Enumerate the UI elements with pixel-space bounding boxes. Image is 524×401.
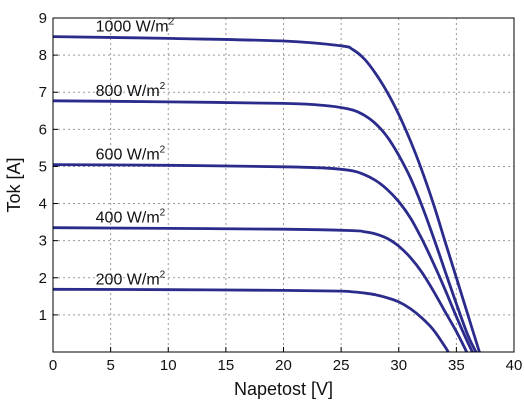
x-tick-label: 10 — [160, 357, 177, 374]
curve-label: 600 W/m2 — [96, 145, 166, 164]
curves — [52, 35, 481, 353]
y-tick-label: 6 — [39, 121, 47, 138]
x-tick-label: 0 — [49, 357, 57, 374]
y-tick-label: 8 — [39, 47, 47, 64]
curve-label: 1000 W/m2 — [96, 17, 175, 36]
x-tick-label: 5 — [106, 357, 114, 374]
iv-curve-series-4 — [52, 226, 468, 353]
x-tick-label: 20 — [275, 357, 292, 374]
iv-curve-series-5 — [52, 287, 450, 353]
y-tick-label: 3 — [39, 233, 47, 250]
x-tick-label: 25 — [333, 357, 350, 374]
x-tick-label: 40 — [506, 357, 523, 374]
curve-label: 400 W/m2 — [96, 208, 166, 227]
x-tick-label: 15 — [218, 357, 235, 374]
ticks: 0 5 10 15 20 25 30 35 40 1 2 3 4 5 6 7 8 9 — [39, 10, 523, 374]
y-tick-label: 9 — [39, 10, 47, 27]
x-axis-title: Napetost [V] — [234, 379, 333, 399]
grid — [53, 18, 514, 352]
iv-curve-series-3 — [52, 163, 474, 353]
x-tick-label: 30 — [390, 357, 407, 374]
curve-label: 200 W/m2 — [96, 269, 166, 288]
iv-curve-series-2 — [52, 99, 478, 353]
y-tick-label: 7 — [39, 84, 47, 101]
y-tick-label: 1 — [39, 307, 47, 324]
y-tick-label: 2 — [39, 270, 47, 287]
x-tick-label: 35 — [448, 357, 465, 374]
curve-label: 800 W/m2 — [96, 81, 166, 100]
iv-curve-series-1 — [52, 35, 481, 353]
y-axis-title: Tok [A] — [4, 157, 24, 212]
y-tick-label: 4 — [39, 196, 47, 213]
y-tick-label: 5 — [39, 158, 47, 175]
curve-labels: 1000 W/m2 800 W/m2 600 W/m2 400 W/m2 200 W/m… — [96, 17, 175, 289]
